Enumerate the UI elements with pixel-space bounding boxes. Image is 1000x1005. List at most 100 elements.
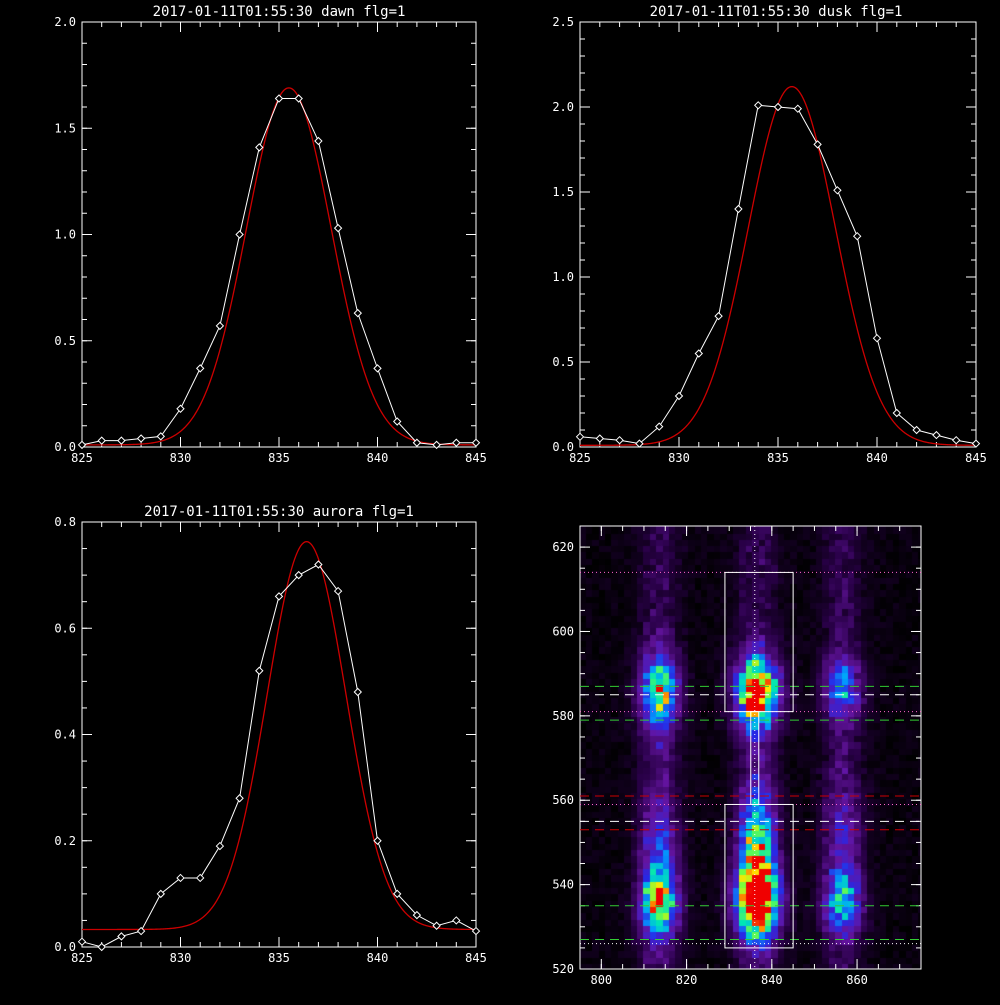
panel-1-xtick-label: 845 — [965, 451, 987, 465]
panel-2-data-point — [294, 570, 303, 580]
panel-0-ytick-label: 0.0 — [54, 440, 76, 454]
panel-1-data-point — [714, 311, 723, 321]
panel-2-data-point — [97, 942, 106, 952]
panel-2-data-point — [314, 560, 323, 569]
panel-1-data-point — [833, 186, 842, 195]
panel-1-ytick-label: 1.0 — [552, 270, 574, 284]
panel-0-data-point — [235, 230, 244, 239]
panel-2-xtick-label: 830 — [170, 951, 192, 965]
panel-2-data-point — [195, 873, 205, 883]
panel-2-xtick-label: 825 — [71, 951, 93, 965]
panel-0-xtick-label: 845 — [465, 451, 487, 465]
panel-0-data-point — [412, 438, 422, 447]
panel-1-data-point — [575, 432, 585, 442]
panel-1-data-point — [872, 333, 882, 343]
panel-2-data-point — [235, 794, 244, 803]
panel-1-ytick-label: 2.5 — [552, 15, 574, 29]
panel-0-ytick-label: 1.0 — [54, 228, 76, 242]
panel-1-data-point — [971, 439, 981, 448]
panel-0-data-point — [314, 136, 323, 146]
dusk-panel: 2017-01-11T01:55:30 dusk flg=1 825 830 835… — [552, 4, 987, 465]
panel-1-xtick-label: 830 — [668, 451, 690, 465]
panel-0-ytick-label: 0.5 — [54, 334, 76, 348]
panel-1-xtick-label: 835 — [767, 451, 789, 465]
panel-2-xtick-label: 835 — [268, 951, 290, 965]
panel-1-ytick-label: 0.5 — [552, 355, 574, 369]
panel-1-data-point — [813, 140, 822, 149]
panel-1-ytick-label: 0.0 — [552, 440, 574, 454]
panel-1-data-point — [595, 434, 605, 443]
panel-1-data-point — [734, 204, 743, 214]
panel-2-data-point — [274, 592, 284, 601]
panel-2-data-point — [255, 666, 264, 675]
panel-2-ytick-label: 0.4 — [54, 728, 76, 742]
panel-2-data-point — [176, 873, 185, 883]
panel-2-xtick-label: 840 — [367, 951, 389, 965]
panel-0-data-point — [195, 364, 205, 373]
panel-3-ytick-label: 520 — [552, 962, 574, 976]
panel-1-ytick-label: 1.5 — [552, 185, 574, 199]
panel-1-data-point — [753, 101, 763, 110]
panel-2-data-point — [117, 932, 126, 941]
panel-0-data-point — [176, 404, 185, 413]
panel-3-ytick-label: 620 — [552, 540, 574, 554]
panel-2-data-point — [412, 910, 422, 920]
panel-2-ytick-label: 0.0 — [54, 940, 76, 954]
panel-0-ytick-label: 2.0 — [54, 15, 76, 29]
panel-1-data-point — [932, 430, 941, 440]
panel-0-data-point — [255, 143, 264, 152]
panel-0-data-point — [294, 94, 303, 103]
panel-0-data-point — [97, 436, 106, 445]
panel-0-data-point — [274, 94, 284, 103]
panel-2-data-point — [392, 889, 402, 899]
panel-3-xtick-label: 820 — [676, 973, 698, 987]
panel-3-xtick-label: 860 — [846, 973, 868, 987]
panel-0-xtick-label: 830 — [170, 451, 192, 465]
panel-2-fit-curve — [82, 541, 476, 931]
panel-2-ytick-label: 0.6 — [54, 621, 76, 635]
panel-1-data-point — [674, 391, 684, 401]
panel-0-ytick-label: 1.5 — [54, 121, 76, 135]
panel-1-data-point — [654, 422, 664, 431]
dusk-title: 2017-01-11T01:55:30 dusk flg=1 — [650, 4, 903, 20]
panel-0-xtick-label: 840 — [367, 451, 389, 465]
panel-3-ytick-label: 560 — [552, 793, 574, 807]
panel-2-ytick-label: 0.8 — [54, 515, 76, 529]
dawn-title: 2017-01-11T01:55:30 dawn flg=1 — [153, 4, 406, 20]
panel-1-data-point — [635, 439, 644, 448]
panel-0-data-point — [392, 417, 402, 426]
panel-2-data-line — [81, 563, 477, 948]
panel-0-xtick-label: 835 — [268, 451, 290, 465]
panel-3-xtick-label: 840 — [761, 973, 783, 987]
panel-2-data-point — [432, 921, 441, 930]
dawn-panel: 2017-01-11T01:55:30 dawn flg=1 825 830 835… — [54, 4, 487, 465]
panel-0-data-point — [471, 438, 481, 447]
panel-2-data-point — [333, 586, 343, 596]
panel-0-data-line — [81, 98, 476, 446]
panel-1-frame — [579, 21, 977, 448]
panel-3-xtick-label: 800 — [590, 973, 612, 987]
spectrum-image-panel: 800 820 840 860 520 540 560 580 600 620 — [552, 525, 922, 987]
aurora-panel: 2017-01-11T01:55:30 aurora flg=1 825 830 8… — [54, 504, 487, 965]
panel-2-data-point — [373, 836, 382, 845]
panel-0-data-point — [353, 308, 363, 318]
panel-1-data-line — [579, 104, 977, 445]
panel-2-data-point — [136, 926, 146, 936]
panel-3-ytick-label: 540 — [552, 878, 574, 892]
panel-0-frame — [81, 21, 477, 448]
panel-1-data-point — [694, 349, 704, 358]
panel-1-data-point — [951, 435, 961, 445]
panel-2-data-point — [471, 926, 481, 936]
panel-0-data-point — [452, 438, 461, 447]
panel-3-ytick-label: 580 — [552, 709, 574, 723]
panel-0-data-point — [215, 321, 225, 331]
panel-2-data-point — [156, 889, 166, 899]
panel-1-fit-curve — [580, 85, 976, 446]
panel-0-data-point — [333, 223, 343, 233]
panel-2-data-point — [77, 937, 87, 946]
heatmap-roi-connector — [750, 711, 760, 805]
panel-0-xtick-label: 825 — [71, 451, 93, 465]
panel-0-data-point — [373, 364, 382, 373]
panel-2-xtick-label: 845 — [465, 951, 487, 965]
